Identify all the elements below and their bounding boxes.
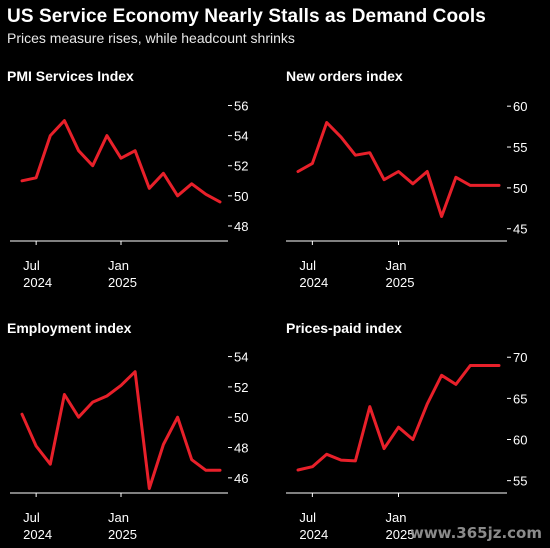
x-tick-sublabel: 2024 <box>23 527 52 542</box>
y-tick-label: 50 <box>513 181 527 196</box>
x-tick-label: Jul <box>23 258 40 273</box>
y-tick-label: 50 <box>234 189 248 204</box>
panel-employment: Employment index Jul 2024 Jan 2025 46 48 50 52 54 <box>7 320 248 542</box>
series-line <box>20 370 222 490</box>
y-tick-label: 54 <box>234 350 248 365</box>
y-tick-label: 70 <box>513 350 527 365</box>
y-tick-label: 48 <box>234 219 248 234</box>
panel-prices-paid: Prices-paid index Jul 2024 Jan 2025 55 60 65 70 <box>286 320 527 542</box>
y-tick-label: 52 <box>234 159 248 174</box>
y-tick-label: 55 <box>513 474 527 489</box>
series-line <box>296 364 501 472</box>
x-tick-label: Jan <box>108 510 129 525</box>
y-tick-label: 46 <box>234 471 248 486</box>
x-tick-label: Jul <box>23 510 40 525</box>
series-line <box>20 119 222 204</box>
x-tick-label: Jan <box>386 258 407 273</box>
panel-title: PMI Services Index <box>7 68 134 84</box>
x-tick-sublabel: 2024 <box>23 275 52 290</box>
chart-subtitle: Prices measure rises, while headcount sh… <box>7 30 295 46</box>
x-tick-label: Jul <box>299 258 316 273</box>
panel-title: Employment index <box>7 320 132 336</box>
chart-title: US Service Economy Nearly Stalls as Dema… <box>7 6 486 27</box>
panel-new-orders: New orders index Jul 2024 Jan 2025 45 50 55 60 <box>286 68 527 290</box>
panel-title: Prices-paid index <box>286 320 402 336</box>
watermark: www.365jz.com <box>409 524 542 542</box>
x-tick-label: Jan <box>108 258 129 273</box>
y-tick-label: 55 <box>513 140 527 155</box>
x-tick-label: Jan <box>386 510 407 525</box>
y-tick-label: 56 <box>234 99 248 114</box>
panel-pmi-services: PMI Services Index Jul 2024 Jan 2025 48 50 52 54… <box>7 68 248 290</box>
y-tick-label: 45 <box>513 222 527 237</box>
x-tick-sublabel: 2025 <box>386 527 415 542</box>
y-tick-label: 54 <box>234 129 248 144</box>
x-tick-sublabel: 2024 <box>299 275 328 290</box>
y-tick-label: 65 <box>513 391 527 406</box>
x-tick-sublabel: 2025 <box>386 275 415 290</box>
x-tick-sublabel: 2025 <box>108 527 137 542</box>
y-tick-label: 50 <box>234 410 248 425</box>
panel-title: New orders index <box>286 68 403 84</box>
y-tick-label: 60 <box>513 433 527 448</box>
y-tick-label: 52 <box>234 380 248 395</box>
series-line <box>296 121 501 218</box>
x-tick-label: Jul <box>299 510 316 525</box>
x-tick-sublabel: 2024 <box>299 527 328 542</box>
x-tick-sublabel: 2025 <box>108 275 137 290</box>
y-tick-label: 48 <box>234 441 248 456</box>
y-tick-label: 60 <box>513 99 527 114</box>
